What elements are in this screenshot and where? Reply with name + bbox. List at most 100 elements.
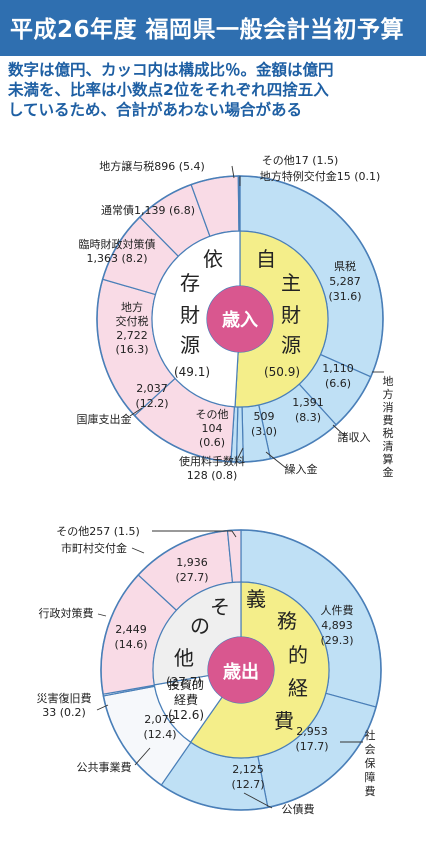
expenditure-donut — [100, 529, 382, 811]
label-shakai: (17.7) — [295, 740, 328, 753]
label-rinji: 1,363 (8.2) — [86, 252, 147, 265]
label-kofuzei: (16.3) — [115, 343, 148, 356]
label-shohizei-name: 消 — [383, 400, 394, 414]
label-gyosei: 2,449 — [115, 623, 147, 636]
label-shohizei-name: 算 — [383, 452, 394, 466]
label-shakai-name: 会 — [365, 743, 376, 756]
sonota-char: そ — [210, 595, 230, 619]
leader-line — [231, 530, 237, 538]
sonota-char: 他 — [174, 646, 194, 670]
label-kokko-name: 国庫支出金 — [77, 412, 132, 426]
group-自主財源 — [234, 230, 329, 408]
sonota-share: (27.7) — [166, 675, 202, 689]
label-kofuzei: 交付税 — [116, 314, 149, 328]
label-kokyo: 2,072 — [144, 713, 176, 726]
label-kokyo-name: 公共事業費 — [77, 760, 132, 774]
label-shohizei: 1,110 — [322, 362, 354, 375]
label-shoshunyu: 1,391 — [292, 396, 324, 409]
label-shohizei-name: 費 — [383, 413, 394, 427]
dep-source-share: (49.1) — [174, 365, 210, 379]
ring-border — [100, 529, 382, 811]
label-tokurei: 地方特例交付金15 (0.1) — [260, 169, 381, 183]
label-shakai-name: 社 — [365, 728, 376, 742]
own-source-char: 自 — [256, 247, 276, 271]
label-shohizei-name: 方 — [383, 387, 394, 401]
label-tsujo: 通常債1,139 (6.8) — [101, 203, 195, 217]
label-kenzei: 5,287 — [329, 275, 361, 288]
label-jinken: (29.3) — [320, 634, 353, 647]
gimu-char: 務 — [277, 609, 297, 633]
label-sonota-own: その他 — [196, 408, 229, 421]
gimu-char: 経 — [288, 676, 308, 700]
label-kokko: 2,037 — [136, 382, 168, 395]
label-shohizei-name: 地 — [383, 375, 394, 388]
note-line: 数字は億円、カッコ内は構成比％。金額は億円 — [8, 61, 334, 79]
label-shohizei: (6.6) — [325, 377, 351, 390]
label-sonota-dep: その他17 (1.5) — [262, 154, 339, 167]
leader-line — [231, 165, 235, 179]
leader-line — [129, 407, 143, 417]
label-kurinyu: 509 — [254, 410, 275, 423]
label-kofuzei: 2,722 — [116, 329, 148, 342]
label-kokko: (12.2) — [135, 397, 168, 410]
gimu-char: 費 — [274, 709, 294, 733]
label-kosai-name: 公債費 — [282, 802, 315, 816]
label-shakai-name: 障 — [365, 770, 376, 784]
label-saigai: 33 (0.2) — [42, 706, 86, 719]
dep-source-char: 財 — [180, 303, 200, 327]
dep-source-char: 依 — [203, 247, 223, 271]
leader-line — [265, 451, 287, 469]
note-text: 数字は億円、カッコ内は構成比％。金額は億円 未満を、比率は小数点2位をそれぞれ四… — [8, 60, 420, 120]
label-jinken: 人件費 — [321, 603, 354, 617]
sonota-char: の — [190, 614, 210, 638]
leader-line — [243, 792, 273, 809]
label-kurinyu: (3.0) — [251, 425, 277, 438]
label-shichoson-value: (27.7) — [175, 571, 208, 584]
label-shakai-name: 保 — [365, 756, 376, 770]
label-shichoson-value: 1,936 — [176, 556, 208, 569]
label-kosai: 2,125 — [232, 763, 264, 776]
label-shiyoryo: 128 (0.8) — [187, 469, 238, 482]
label-shoshunyu: (8.3) — [295, 411, 321, 424]
label-kenzei: (31.6) — [328, 290, 361, 303]
center-label: 歳入 — [222, 310, 258, 331]
label-toshi: 投資的 — [168, 677, 204, 692]
label-shichoson-name: 市町村交付金 — [61, 541, 127, 555]
label-rinji: 臨時財政対策債 — [79, 237, 156, 251]
label-jinken: 4,893 — [321, 619, 353, 632]
label-sonota-top: その他257 (1.5) — [56, 525, 140, 538]
leader-line — [332, 424, 346, 437]
note-line: しているため、合計があわない場合がある — [8, 101, 303, 119]
title-bar: 平成26年度 福岡県一般会計当初予算 — [0, 0, 426, 56]
gimu-char: 義 — [246, 587, 266, 611]
own-source-share: (50.9) — [264, 365, 300, 379]
label-gyosei-name: 行政対策費 — [39, 606, 94, 620]
label-sonota-own: (0.6) — [199, 436, 225, 449]
leader-line — [237, 447, 244, 459]
label-shohizei-name: 清 — [383, 440, 394, 453]
label-kofuzei: 地方 — [121, 300, 143, 314]
note-line: 未満を、比率は小数点2位をそれぞれ四捨五入 — [8, 81, 329, 99]
page-title: 平成26年度 福岡県一般会計当初予算 — [10, 17, 405, 43]
label-shakai: 2,953 — [296, 725, 328, 738]
revenue-donut — [96, 175, 384, 463]
leader-line — [97, 613, 107, 617]
label-sonota-own: 104 — [202, 422, 223, 435]
dep-source-char: 源 — [180, 333, 200, 357]
center-label: 歳出 — [223, 661, 259, 683]
dep-source-char: 存 — [180, 271, 200, 295]
leader-line — [134, 747, 151, 766]
leader-line — [131, 547, 145, 554]
label-kosai: (12.7) — [231, 778, 264, 791]
label-toshi: 経費 — [174, 692, 198, 707]
center-circle — [207, 286, 273, 352]
label-kurinyu-name: 繰入金 — [285, 462, 318, 476]
center-circle — [208, 637, 274, 703]
label-saigai: 災害復旧費 — [37, 691, 92, 705]
label-shoshunyu-name: 諸収入 — [338, 430, 371, 444]
leader-line — [96, 704, 109, 711]
label-shiyoryo: 使用料手数料 — [179, 454, 245, 468]
label-kenzei: 県税 — [334, 259, 356, 273]
